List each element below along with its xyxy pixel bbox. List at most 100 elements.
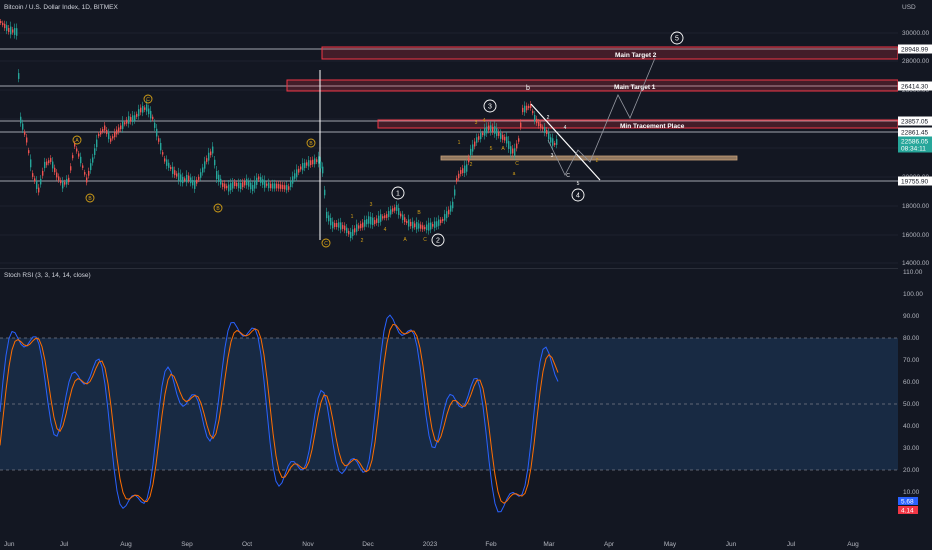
candle-body: [124, 122, 126, 125]
candle-body: [88, 171, 90, 176]
candle-body: [84, 172, 86, 175]
wave-small-label: 4: [564, 125, 567, 131]
candle-body: [170, 166, 172, 170]
candle-body: [518, 138, 520, 142]
wave-small-label: 2: [470, 162, 473, 168]
candle-body: [284, 185, 286, 190]
candle-body: [116, 129, 118, 135]
candle-body: [310, 160, 312, 166]
support-zone[interactable]: [440, 155, 738, 161]
candle-body: [18, 73, 20, 79]
stoch-tick-label: 90.00: [903, 313, 920, 320]
wave-circle-label: A: [75, 138, 79, 144]
candle-body: [432, 224, 434, 227]
candle-body: [28, 150, 30, 154]
candle-body: [424, 226, 426, 230]
candle-body: [274, 183, 276, 189]
candle-body: [448, 209, 450, 215]
candle-body: [100, 130, 102, 135]
wave-circle-label: 4: [576, 193, 580, 200]
main-target-2-zone[interactable]: [321, 46, 899, 60]
candle-body: [20, 116, 22, 124]
candle-body: [438, 219, 440, 226]
time-axis[interactable]: Jun Jul Aug Sep Oct Nov Dec 2023 Feb Mar Apr May Jun…: [4, 541, 859, 548]
wave-circle-label: 3: [488, 104, 492, 111]
candle-body: [132, 115, 134, 122]
candle-body: [506, 136, 508, 144]
stoch-tick-label: 30.00: [903, 445, 920, 452]
candle-body: [44, 161, 46, 169]
candle-body: [556, 139, 558, 145]
candle-body: [270, 183, 272, 189]
candle-body: [0, 21, 2, 23]
candle-body: [16, 28, 18, 36]
candle-body: [484, 128, 486, 136]
main-target-1-label: Main Target 1: [614, 84, 656, 91]
candle-body: [322, 166, 324, 174]
candle-body: [346, 227, 348, 233]
candle-body: [358, 225, 360, 229]
candle-body: [554, 142, 556, 146]
wave-small-label: C: [423, 237, 427, 243]
candle-body: [238, 182, 240, 189]
candle-body: [120, 125, 122, 130]
candle-body: [298, 168, 300, 173]
stoch-pane[interactable]: [0, 314, 898, 513]
price-axis[interactable]: [898, 0, 932, 550]
wave-small-label: 5: [490, 146, 493, 152]
candle-body: [258, 176, 260, 180]
candle-body: [444, 214, 446, 221]
current-price-tag-label: 22586.05: [901, 138, 928, 145]
stoch-lines: [0, 314, 559, 513]
time-axis-label: Nov: [302, 541, 314, 548]
candle-body: [430, 222, 432, 230]
candle-body: [106, 129, 108, 135]
candle-body: [72, 155, 74, 159]
candle-body: [550, 137, 552, 143]
candle-body: [192, 179, 194, 186]
candle-body: [332, 221, 334, 229]
candle-body: [486, 126, 488, 134]
candle-body: [272, 183, 274, 189]
candle-body: [522, 107, 524, 113]
candle-body: [6, 25, 8, 31]
candle-body: [42, 170, 44, 176]
wave-small-label: 4: [483, 118, 486, 124]
candle-body: [208, 152, 210, 161]
price-tag-label: 23857.05: [901, 118, 928, 125]
candle-body: [390, 209, 392, 215]
candle-body: [340, 222, 342, 230]
candle-body: [498, 132, 500, 136]
candle-body: [210, 151, 212, 156]
candle-body: [488, 125, 490, 131]
candle-body: [370, 216, 372, 225]
stoch-k-tag: [898, 497, 918, 505]
candle-body: [480, 132, 482, 140]
price-tag-label: 19755.90: [901, 178, 928, 185]
candle-body: [56, 172, 58, 178]
candle-body: [526, 105, 528, 111]
candle-body: [516, 143, 518, 149]
candle-body: [342, 225, 344, 229]
stoch-value-tags: 5.68 4.14: [898, 497, 918, 515]
wave-small-label: B: [417, 210, 421, 216]
price-pane[interactable]: [0, 0, 898, 268]
candle-body: [172, 166, 174, 174]
indicator-title: Stoch RSI (3, 3, 14, 14, close): [4, 272, 91, 279]
wave-circle-label: C: [324, 241, 328, 247]
candle-body: [96, 139, 98, 148]
candle-body: [66, 178, 68, 185]
candle-body: [222, 183, 224, 187]
candle-body: [494, 126, 496, 134]
wave-circle: [483, 99, 497, 113]
candle-body: [146, 104, 148, 112]
candle-body: [442, 218, 444, 222]
candle-body: [126, 119, 128, 124]
candle-body: [154, 122, 156, 128]
price-tick-label: 16000.00: [902, 232, 929, 239]
candle-body: [256, 177, 258, 185]
candle-body: [134, 115, 136, 121]
candle-body: [286, 185, 288, 191]
main-target-1-zone[interactable]: [286, 79, 899, 92]
